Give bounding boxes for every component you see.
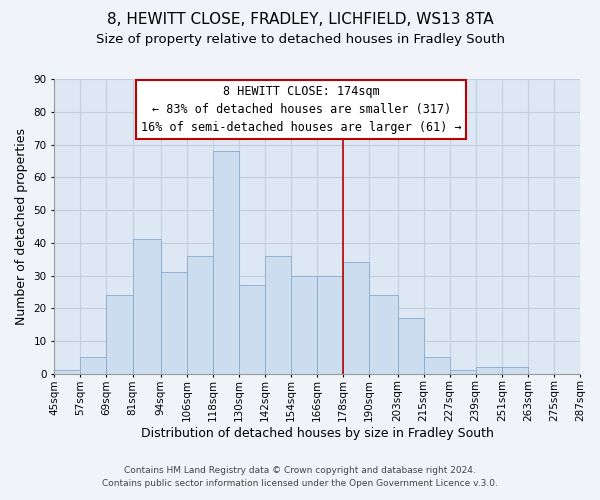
Bar: [213, 151, 239, 374]
Y-axis label: Number of detached properties: Number of detached properties: [15, 128, 28, 325]
Bar: [55, 370, 80, 374]
Text: 8 HEWITT CLOSE: 174sqm
← 83% of detached houses are smaller (317)
16% of semi-de: 8 HEWITT CLOSE: 174sqm ← 83% of detached…: [141, 85, 462, 134]
Bar: [239, 286, 265, 374]
Text: 8, HEWITT CLOSE, FRADLEY, LICHFIELD, WS13 8TA: 8, HEWITT CLOSE, FRADLEY, LICHFIELD, WS1…: [107, 12, 493, 28]
Bar: [449, 370, 476, 374]
Bar: [80, 358, 106, 374]
Bar: [106, 295, 133, 374]
Bar: [161, 272, 187, 374]
Bar: [291, 276, 317, 374]
Bar: [133, 240, 161, 374]
Bar: [424, 358, 449, 374]
Bar: [369, 295, 398, 374]
Text: Size of property relative to detached houses in Fradley South: Size of property relative to detached ho…: [95, 32, 505, 46]
Bar: [476, 367, 502, 374]
Text: Contains HM Land Registry data © Crown copyright and database right 2024.
Contai: Contains HM Land Registry data © Crown c…: [102, 466, 498, 487]
X-axis label: Distribution of detached houses by size in Fradley South: Distribution of detached houses by size …: [141, 427, 494, 440]
Bar: [265, 256, 291, 374]
Bar: [187, 256, 213, 374]
Bar: [343, 262, 369, 374]
Bar: [398, 318, 424, 374]
Bar: [502, 367, 528, 374]
Bar: [317, 276, 343, 374]
